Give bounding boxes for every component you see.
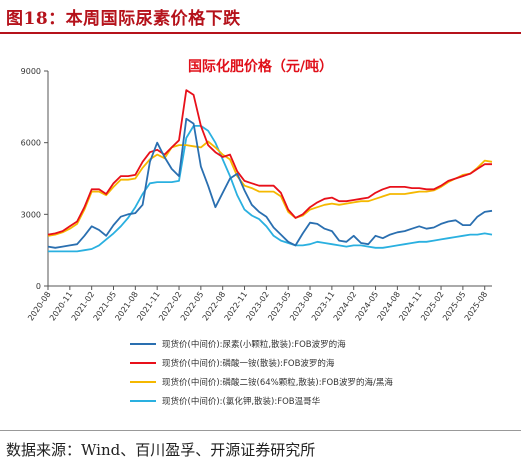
chart-title: 国际化肥价格（元/吨） <box>187 59 334 75</box>
series-line-0 <box>47 117 493 249</box>
legend-swatch-dap <box>130 380 156 383</box>
series-line-2 <box>47 140 493 237</box>
legend-label-urea: 现货价(中间价):尿素(小颗粒,散装):FOB波罗的海 <box>162 339 346 350</box>
legend-item: 现货价(中间价):(氯化钾,散装):FOB温哥华 <box>130 391 393 410</box>
legend-label-map: 现货价(中间价):磷酸一铵(散装):FOB波罗的海 <box>162 358 335 369</box>
figure-title: 图18：本周国际尿素价格下跌 <box>6 9 241 29</box>
source-note: 数据来源：Wind、百川盈孚、开源证券研究所 <box>6 441 316 459</box>
legend: 现货价(中间价):尿素(小颗粒,散装):FOB波罗的海 现货价(中间价):磷酸一… <box>130 334 393 410</box>
legend-swatch-urea <box>130 342 156 345</box>
title-divider <box>0 32 521 34</box>
legend-item: 现货价(中间价):尿素(小颗粒,散装):FOB波罗的海 <box>130 334 393 353</box>
y-tick-label: 0 <box>36 282 41 291</box>
legend-label-dap: 现货价(中间价):磷酸二铵(64%颗粒,散装):FOB波罗的海/黑海 <box>162 377 393 388</box>
legend-label-potash: 现货价(中间价):(氯化钾,散装):FOB温哥华 <box>162 396 321 407</box>
series-line-3 <box>48 125 493 253</box>
source-divider <box>0 430 521 431</box>
legend-item: 现货价(中间价):磷酸一铵(散装):FOB波罗的海 <box>130 353 393 372</box>
y-tick-label: 6000 <box>21 139 41 148</box>
legend-item: 现货价(中间价):磷酸二铵(64%颗粒,散装):FOB波罗的海/黑海 <box>130 372 393 391</box>
y-tick-label: 3000 <box>21 210 41 219</box>
series-lines <box>47 89 493 253</box>
legend-swatch-potash <box>130 399 156 402</box>
series-line-1 <box>47 89 492 236</box>
legend-swatch-map <box>130 361 156 364</box>
y-tick-label: 9000 <box>21 67 41 76</box>
chart: 03000600090002020-082020-112021-022021-0… <box>21 67 493 323</box>
